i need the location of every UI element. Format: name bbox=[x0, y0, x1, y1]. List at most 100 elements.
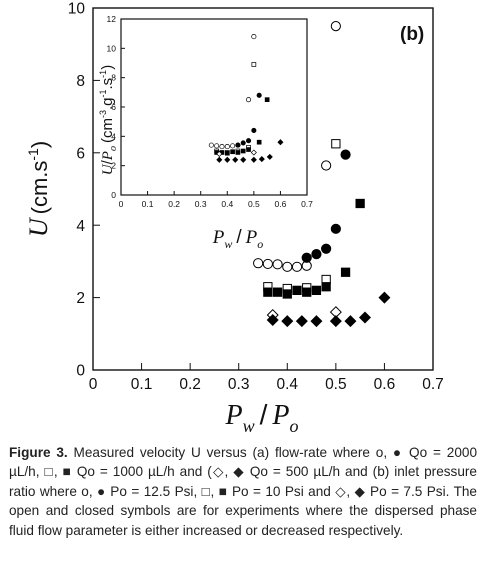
inset-x-tick-label: 0.2 bbox=[168, 199, 180, 209]
inset-point-filled-diamond bbox=[224, 156, 231, 163]
inset-point-filled-square bbox=[224, 150, 230, 156]
inset-point-open-circle bbox=[245, 97, 252, 103]
main-y-axis-label: U(cm.s-1) bbox=[24, 141, 53, 237]
panel-label: (b) bbox=[400, 24, 424, 45]
inset-point-filled-square bbox=[230, 149, 235, 155]
svg-text:U(cm.s-1): U(cm.s-1) bbox=[24, 141, 53, 237]
figure: 0 0.1 0.2 0.3 0.4 0.5 0.6 0.7 0 2 4 6 8 10 (b) U(cm.s… bbox=[24, 1, 444, 436]
main-point-filled-circle bbox=[321, 243, 332, 254]
main-point-filled-diamond bbox=[378, 291, 391, 304]
main-point-open-circle bbox=[262, 258, 273, 270]
inset-x-axis-label: Pw / Po bbox=[212, 227, 264, 251]
main-x-tick-label: 0.5 bbox=[325, 376, 347, 393]
main-point-open-square bbox=[331, 139, 341, 149]
inset-point-open-circle bbox=[219, 144, 225, 150]
figure-label: Figure 3. bbox=[9, 445, 68, 460]
main-point-filled-square bbox=[263, 287, 273, 297]
main-x-tick-label: 0.4 bbox=[277, 376, 299, 393]
main-point-filled-diamond bbox=[266, 314, 279, 327]
main-point-open-circle bbox=[291, 261, 303, 272]
inset-data-points bbox=[208, 34, 284, 163]
main-x-tick-label: 0.3 bbox=[228, 376, 250, 393]
main-y-tick-label: 0 bbox=[76, 363, 85, 380]
inset-x-tick-label: 0.3 bbox=[195, 199, 207, 209]
main-point-filled-circle bbox=[311, 249, 322, 260]
inset-point-open-diamond bbox=[216, 150, 223, 157]
inset-point-open-square bbox=[251, 62, 257, 67]
inset-point-filled-square bbox=[264, 97, 270, 102]
main-point-filled-square bbox=[272, 287, 283, 297]
svg-text:Pw/Po: Pw / Po bbox=[212, 227, 264, 251]
main-y-tick-label: 8 bbox=[76, 73, 85, 90]
figure-caption: Figure 3. Measured velocity U versus (a)… bbox=[9, 443, 477, 540]
inset-x-tick-label: 0.1 bbox=[142, 199, 154, 209]
inset-x-tick-label: 0.4 bbox=[221, 199, 233, 209]
inset-y-tick-label: 6 bbox=[111, 102, 116, 112]
inset-point-filled-circle bbox=[240, 140, 246, 146]
inset-point-filled-square bbox=[235, 150, 241, 155]
main-point-filled-diamond bbox=[281, 315, 294, 328]
main-point-filled-circle bbox=[330, 223, 341, 234]
main-y-tick-label: 2 bbox=[76, 290, 85, 307]
inset-point-filled-diamond bbox=[266, 153, 273, 160]
main-point-open-circle bbox=[321, 160, 332, 171]
main-point-filled-square bbox=[302, 287, 312, 297]
inset-x-tick-label: 0 bbox=[119, 199, 124, 209]
inset-point-open-circle bbox=[224, 144, 230, 150]
main-x-tick-label: 0.6 bbox=[374, 376, 396, 393]
inset-point-filled-square bbox=[240, 148, 246, 154]
inset-y-tick-label: 4 bbox=[111, 131, 116, 141]
inset-point-filled-diamond bbox=[250, 156, 257, 163]
main-plot-frame bbox=[92, 7, 434, 371]
inset-y-tick-label: 8 bbox=[111, 73, 116, 83]
inset-point-open-circle bbox=[230, 143, 236, 149]
inset-point-filled-circle bbox=[235, 142, 241, 148]
main-ticks: 0 0.1 0.2 0.3 0.4 0.5 0.6 0.7 0 2 4 6 8 10 bbox=[68, 1, 444, 393]
inset-point-filled-square bbox=[256, 139, 262, 145]
inset-x-tick-label: 0.7 bbox=[301, 199, 313, 209]
main-y-tick-label: 10 bbox=[68, 1, 86, 18]
main-point-filled-diamond bbox=[359, 311, 371, 324]
main-point-open-circle bbox=[330, 21, 341, 32]
main-point-open-circle bbox=[272, 259, 283, 270]
main-x-tick-label: 0.1 bbox=[131, 376, 153, 393]
inset-point-open-circle bbox=[208, 142, 214, 148]
main-x-tick-label: 0.2 bbox=[179, 376, 201, 393]
main-point-open-circle bbox=[282, 261, 293, 272]
main-point-filled-circle bbox=[340, 149, 351, 160]
main-y-tick-label: 4 bbox=[76, 218, 85, 235]
inset-y-tick-label: 2 bbox=[111, 161, 116, 171]
inset-ticks: 0 0.1 0.2 0.3 0.4 0.5 0.6 0.7 0 2 4 6 8 10 12 bbox=[107, 14, 314, 209]
main-point-filled-diamond bbox=[310, 315, 323, 328]
inset-point-filled-diamond bbox=[240, 156, 247, 163]
inset-x-tick-label: 0.6 bbox=[275, 199, 287, 209]
inset-point-filled-diamond bbox=[258, 156, 265, 163]
main-point-filled-diamond bbox=[329, 315, 342, 328]
svg-text:U/Po(cm-3.g-1.s-1): U/Po(cm-3.g-1.s-1) bbox=[98, 65, 119, 175]
main-point-filled-square bbox=[292, 285, 302, 296]
main-point-filled-square bbox=[282, 289, 292, 299]
inset-y-axis-label: U/Po(cm-3.g-1.s-1) bbox=[98, 65, 119, 175]
main-x-tick-label: 0.7 bbox=[422, 376, 444, 393]
inset-point-filled-square bbox=[246, 147, 251, 152]
inset-point-filled-diamond bbox=[216, 156, 223, 163]
main-point-filled-square bbox=[321, 282, 331, 292]
svg-text:Pw/Po: Pw / Po bbox=[224, 399, 298, 436]
inset-point-filled-circle bbox=[245, 138, 252, 144]
main-x-axis-label: Pw / Po bbox=[224, 399, 298, 436]
inset-y-tick-label: 12 bbox=[107, 14, 117, 24]
inset-point-filled-circle bbox=[256, 92, 262, 98]
main-point-filled-diamond bbox=[295, 315, 308, 328]
inset-x-tick-label: 0.5 bbox=[248, 199, 260, 209]
main-data-points bbox=[253, 21, 391, 328]
inset-point-filled-diamond bbox=[277, 139, 284, 146]
main-point-filled-diamond bbox=[344, 315, 357, 328]
inset-point-open-circle bbox=[214, 143, 220, 149]
main-x-tick-label: 0 bbox=[89, 376, 98, 393]
inset-point-open-diamond bbox=[250, 149, 257, 156]
inset-plot-frame bbox=[120, 18, 308, 196]
main-point-filled-square bbox=[311, 285, 322, 296]
main-point-open-circle bbox=[253, 258, 264, 269]
inset-y-tick-label: 10 bbox=[107, 43, 117, 53]
main-point-filled-square bbox=[340, 267, 351, 277]
